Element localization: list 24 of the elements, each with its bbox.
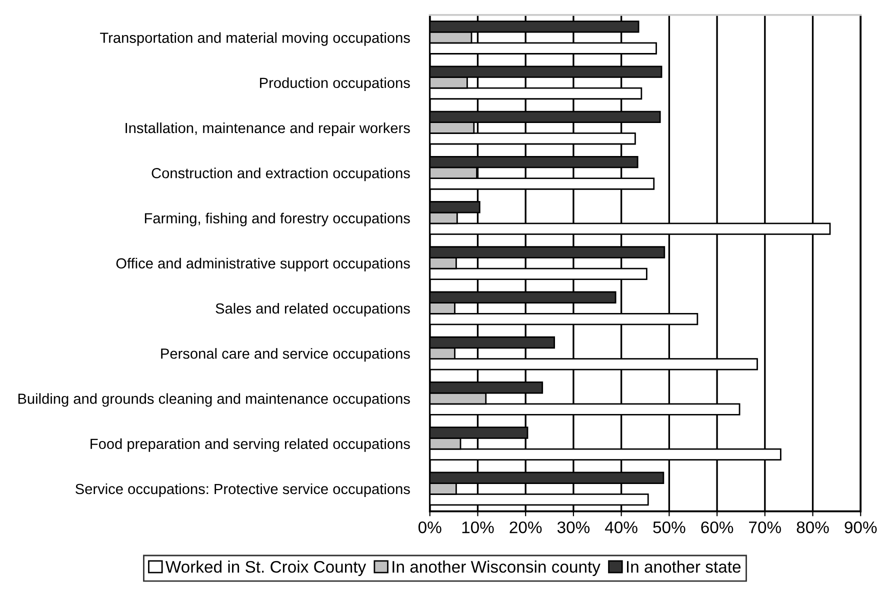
y-tick-label: Installation, maintenance and repair workers: [126, 122, 410, 136]
x-tick-label: 90%: [844, 521, 877, 534]
x-tick-label: 0%: [418, 521, 442, 534]
y-tick-label: Personal care and service occupations: [161, 348, 410, 362]
x-tick-label: 60%: [701, 521, 734, 534]
y-tick-label: Building and grounds cleaning and maintenance occupations: [18, 393, 410, 407]
y-tick-label: Production occupations: [260, 77, 410, 91]
y-tick-label: Farming, fishing and forestry occupations: [144, 212, 410, 226]
x-tick-label: 10%: [462, 521, 494, 534]
y-tick-label: Food preparation and serving related occupations: [90, 438, 410, 452]
x-tick-label: 20%: [510, 521, 542, 534]
y-tick-label: Service occupations: Protective service occupations: [76, 483, 410, 498]
x-tick-label: 50%: [653, 521, 686, 534]
y-tick-label: Transportation and material moving occupations: [100, 32, 410, 46]
legend-label: In another Wisconsin county: [392, 560, 600, 576]
x-tick-label: 80%: [796, 521, 829, 534]
y-tick-label: Construction and extraction occupations: [152, 168, 410, 182]
y-tick-label: Sales and related occupations: [216, 302, 410, 317]
x-tick-label: 70%: [749, 521, 781, 534]
legend-label: Worked in St. Croix County: [165, 560, 366, 576]
y-tick-label: Office and administrative support occupations: [116, 258, 410, 272]
legend-label: In another state: [626, 560, 741, 573]
x-tick-label: 40%: [605, 521, 638, 534]
x-tick-label: 30%: [557, 521, 590, 534]
